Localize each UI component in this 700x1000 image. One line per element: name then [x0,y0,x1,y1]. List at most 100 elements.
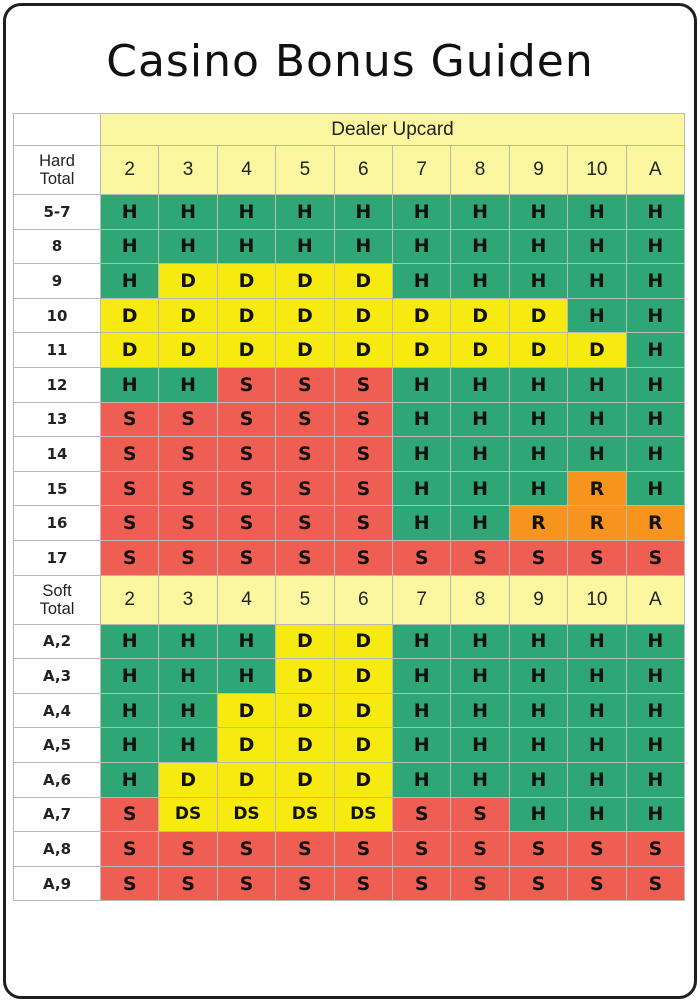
hard-row-label: 9 [13,264,101,299]
hard-action-cell: H [451,402,510,438]
hard-row-label: 15 [13,471,101,507]
hard-action-cell: D [509,333,569,368]
hard-upcard-5: 5 [276,146,335,195]
hard-action-cell: D [334,298,393,334]
soft-action-cell: S [334,866,393,902]
hard-action-cell: H [626,264,685,299]
hard-action-cell: H [101,229,160,265]
hard-action-cell: H [451,264,510,299]
hard-row-label: 14 [13,437,101,472]
soft-action-cell: H [159,659,218,694]
soft-action-cell: H [451,728,510,763]
hard-action-cell: H [509,471,569,507]
hard-row-label: 10 [13,298,101,334]
soft-action-cell: H [509,728,569,763]
soft-action-cell: S [101,866,160,902]
hard-action-cell: H [451,229,510,265]
hard-action-cell: H [393,368,452,403]
hard-action-cell: D [334,264,393,299]
soft-action-cell: H [568,797,627,833]
hard-action-cell: D [276,298,335,334]
soft-action-cell: S [217,832,277,867]
hard-action-cell: S [276,506,335,541]
soft-action-cell: S [393,797,452,833]
soft-action-cell: S [101,832,160,867]
soft-action-cell: S [568,866,627,902]
hard-action-cell: H [393,402,452,438]
hard-action-cell: H [393,195,452,230]
soft-action-cell: H [217,659,277,694]
soft-action-cell: H [568,693,627,729]
hard-action-cell: D [451,298,510,334]
hard-action-cell: H [451,195,510,230]
soft-action-cell: H [568,728,627,763]
soft-action-cell: D [276,693,335,729]
hard-action-cell: S [334,402,393,438]
soft-row-label: A,3 [13,659,101,694]
hard-row-label: 12 [13,368,101,403]
hard-action-cell: S [101,541,160,576]
soft-action-cell: DS [217,797,277,833]
hard-action-cell: S [451,541,510,576]
hard-action-cell: H [334,229,393,265]
soft-action-cell: H [451,624,510,660]
hard-action-cell: H [568,437,627,472]
hard-action-cell: S [159,471,218,507]
soft-row-label: A,2 [13,624,101,660]
soft-upcard-6: 6 [334,575,393,625]
hard-action-cell: H [101,195,160,230]
hard-action-cell: S [159,437,218,472]
soft-action-cell: D [334,728,393,763]
hard-action-cell: H [509,229,569,265]
hard-action-cell: H [393,437,452,472]
soft-upcard-4: 4 [217,575,277,625]
hard-row-label: 8 [13,229,101,265]
soft-row-label: A,5 [13,728,101,763]
soft-action-cell: DS [276,797,335,833]
soft-action-cell: H [568,763,627,798]
soft-action-cell: S [509,866,569,902]
hard-action-cell: H [276,195,335,230]
hard-action-cell: D [217,264,277,299]
hard-action-cell: H [451,506,510,541]
hard-action-cell: D [276,333,335,368]
hard-action-cell: H [626,368,685,403]
hard-action-cell: H [393,506,452,541]
soft-action-cell: H [101,763,160,798]
hard-action-cell: R [568,506,627,541]
hard-action-cell: H [217,229,277,265]
hard-action-cell: S [276,471,335,507]
soft-row-label: A,4 [13,693,101,729]
soft-action-cell: H [451,693,510,729]
soft-action-cell: S [626,866,685,902]
soft-upcard-a: A [626,575,685,625]
hard-action-cell: D [159,264,218,299]
hard-action-cell: S [217,437,277,472]
soft-action-cell: DS [159,797,218,833]
soft-total-header: Soft Total [13,575,101,625]
page-title: Casino Bonus Guiden [106,36,594,87]
soft-action-cell: S [451,866,510,902]
soft-upcard-8: 8 [451,575,510,625]
soft-action-cell: H [393,693,452,729]
soft-action-cell: S [451,832,510,867]
hard-action-cell: H [509,368,569,403]
soft-row-label: A,8 [13,832,101,867]
hard-action-cell: H [626,298,685,334]
hard-action-cell: S [159,506,218,541]
soft-action-cell: H [101,659,160,694]
hard-action-cell: S [101,437,160,472]
soft-action-cell: H [509,659,569,694]
soft-action-cell: DS [334,797,393,833]
hard-action-cell: H [393,229,452,265]
soft-action-cell: S [159,832,218,867]
soft-action-cell: H [626,693,685,729]
soft-upcard-9: 9 [509,575,569,625]
hard-action-cell: H [509,264,569,299]
hard-action-cell: D [568,333,627,368]
soft-action-cell: H [159,624,218,660]
soft-action-cell: H [451,763,510,798]
hard-action-cell: H [626,437,685,472]
soft-action-cell: S [509,832,569,867]
hard-action-cell: H [509,437,569,472]
